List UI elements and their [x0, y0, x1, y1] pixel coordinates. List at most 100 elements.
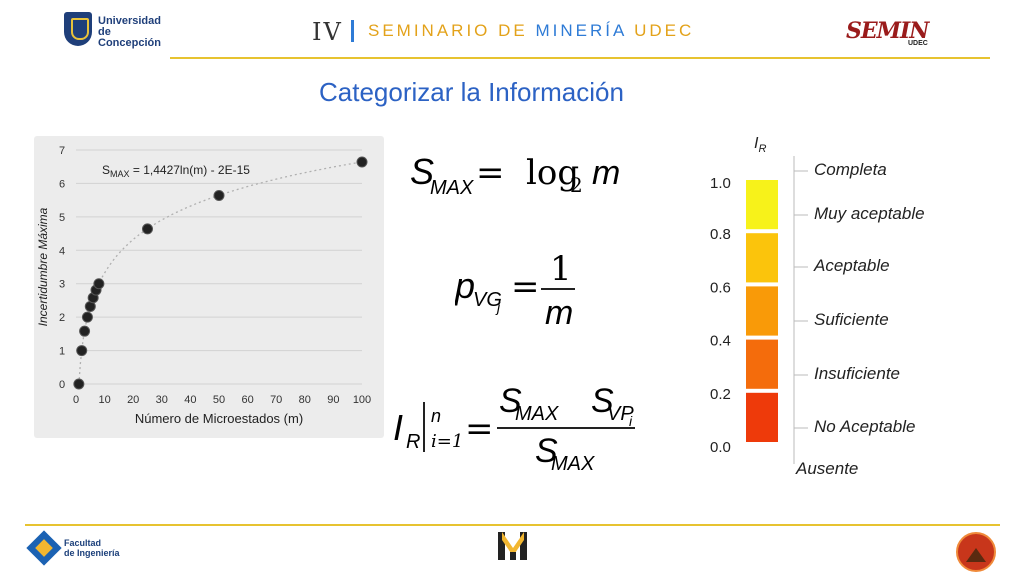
mining-m-logo-icon — [498, 532, 527, 560]
scale-category-label: Insuficiente — [814, 364, 900, 383]
formula-ir-num-a-sub: MAX — [515, 403, 559, 425]
formula-ir-num-a: S — [499, 382, 522, 420]
x-tick-label: 40 — [184, 394, 196, 406]
formula-smax-log: log — [526, 153, 579, 193]
formula-pvg: p VG j = 1 m — [455, 249, 575, 332]
data-point — [142, 223, 153, 235]
scale-category-label: No Aceptable — [814, 417, 915, 436]
university-name-line2: de Concepción — [98, 26, 161, 49]
semin-logo: SEMIN — [846, 18, 929, 44]
formula-pvg-lhs-sub: VG — [473, 289, 502, 311]
scale-segment — [746, 392, 778, 442]
seminar-title-part2: MINERÍA — [535, 21, 627, 40]
x-tick-label: 50 — [213, 394, 225, 406]
scale-axis-label: IR — [754, 135, 766, 155]
data-point — [213, 189, 225, 201]
scale-tick-label: 0.8 — [710, 226, 731, 243]
seminar-title-part3: UDEC — [626, 21, 695, 40]
x-tick-label: 0 — [73, 394, 79, 406]
formula-ir-num-b-sub: VP — [607, 403, 634, 425]
x-axis-label: Número de Microestados (m) — [135, 411, 303, 426]
formula-ir-upper: n — [431, 406, 441, 426]
trendline-equation-main: S — [102, 163, 110, 177]
formula-pvg-numerator: 1 — [550, 249, 572, 289]
formula-smax-lhs: S — [410, 151, 434, 192]
data-point — [79, 325, 91, 337]
scale-axis-label-main: I — [754, 135, 759, 152]
formula-pvg-equals: = — [511, 267, 540, 307]
ir-scale: IR 1.0 0.8 0.6 0.4 0.2 0.0 Completa Muy aceptabl… — [710, 135, 925, 478]
x-tick-label: 90 — [327, 394, 339, 406]
header-divider — [351, 20, 354, 42]
formula-ir-num-b: S — [591, 382, 614, 420]
semin-logo-sub: UDEC — [908, 40, 928, 47]
x-tick-label: 20 — [127, 394, 139, 406]
data-point — [76, 345, 88, 357]
scale-category-label: Completa — [814, 160, 887, 179]
scale-category-label: Suficiente — [814, 310, 889, 329]
scale-category-label: Aceptable — [813, 256, 890, 275]
university-name-line1: Universidad — [98, 15, 161, 27]
x-tick-label: 70 — [270, 394, 282, 406]
formula-pvg-denominator: m — [545, 294, 573, 332]
data-point — [356, 156, 368, 168]
formula-pvg-lhs-subsub: j — [495, 299, 501, 315]
header-rule — [170, 57, 990, 59]
university-shield-icon — [64, 12, 92, 46]
formula-smax-var: m — [592, 154, 620, 192]
x-tick-label: 80 — [299, 394, 311, 406]
trendline-equation: SMAX = 1,4427ln(m) - 2E-15 — [102, 163, 250, 179]
seminar-number: IV — [312, 18, 343, 46]
formula-smax: S MAX = log 2 m — [410, 151, 620, 199]
y-tick-label: 7 — [59, 145, 65, 157]
formula-ir: I R n i=1 = S MAX S VP i S MAX — [393, 382, 635, 475]
seminar-title: SEMINARIO DE MINERÍA UDEC — [368, 21, 694, 41]
scale-tick-label: 0.0 — [710, 439, 731, 456]
faculty-name-line2: de Ingeniería — [64, 548, 120, 558]
formula-ir-num-b-subsub: i — [629, 413, 633, 429]
y-tick-label: 3 — [59, 279, 65, 291]
scale-segment — [746, 233, 778, 283]
data-point — [73, 378, 85, 390]
scale-tick-label: 0.6 — [710, 279, 731, 296]
y-tick-label: 5 — [59, 212, 65, 224]
scale-tick-label: 1.0 — [710, 175, 731, 192]
trendline — [78, 161, 363, 385]
scale-segment — [746, 286, 778, 336]
trendline-equation-rest: = 1,4427ln(m) - 2E-15 — [130, 163, 251, 177]
formula-ir-den: S — [535, 432, 558, 470]
formula-smax-log-base: 2 — [570, 173, 583, 197]
universidad-de-concepcion-logo: Universidad de Concepción — [64, 12, 164, 49]
scale-category-label: Ausente — [795, 459, 858, 478]
facultad-ingenieria-logo: Facultad de Ingeniería — [26, 530, 128, 566]
x-tick-label: 60 — [241, 394, 253, 406]
y-tick-label: 6 — [59, 178, 65, 190]
scale-segment — [746, 180, 778, 230]
formula-pvg-lhs: p — [455, 265, 475, 306]
scale-segment — [746, 339, 778, 389]
y-tick-label: 2 — [59, 312, 65, 324]
faculty-mark-icon — [26, 530, 62, 566]
volcano-logo-icon — [956, 532, 996, 572]
y-tick-label: 1 — [59, 346, 65, 358]
scale-axis-label-sub: R — [758, 143, 766, 155]
x-tick-label: 100 — [353, 394, 371, 406]
formula-ir-lhs-sub: R — [406, 431, 420, 453]
formula-ir-lhs: I — [393, 407, 403, 448]
faculty-name-line1: Facultad — [64, 538, 102, 548]
scale-tick-label: 0.4 — [710, 333, 731, 350]
seminar-title-part1: SEMINARIO DE — [368, 21, 536, 40]
formula-smax-lhs-sub: MAX — [430, 177, 474, 199]
formula-ir-lower: i=1 — [431, 431, 463, 452]
formula-ir-equals: = — [465, 409, 494, 449]
x-tick-label: 10 — [98, 394, 110, 406]
formula-ir-den-sub: MAX — [551, 453, 595, 475]
footer-rule — [25, 524, 1000, 526]
x-tick-label: 30 — [156, 394, 168, 406]
y-tick-label: 0 — [59, 379, 65, 391]
y-axis-label: Incertidumbre Máxima — [36, 207, 50, 326]
data-point — [93, 278, 105, 290]
y-tick-label: 4 — [59, 245, 65, 257]
scale-category-label: Muy aceptable — [814, 204, 925, 223]
